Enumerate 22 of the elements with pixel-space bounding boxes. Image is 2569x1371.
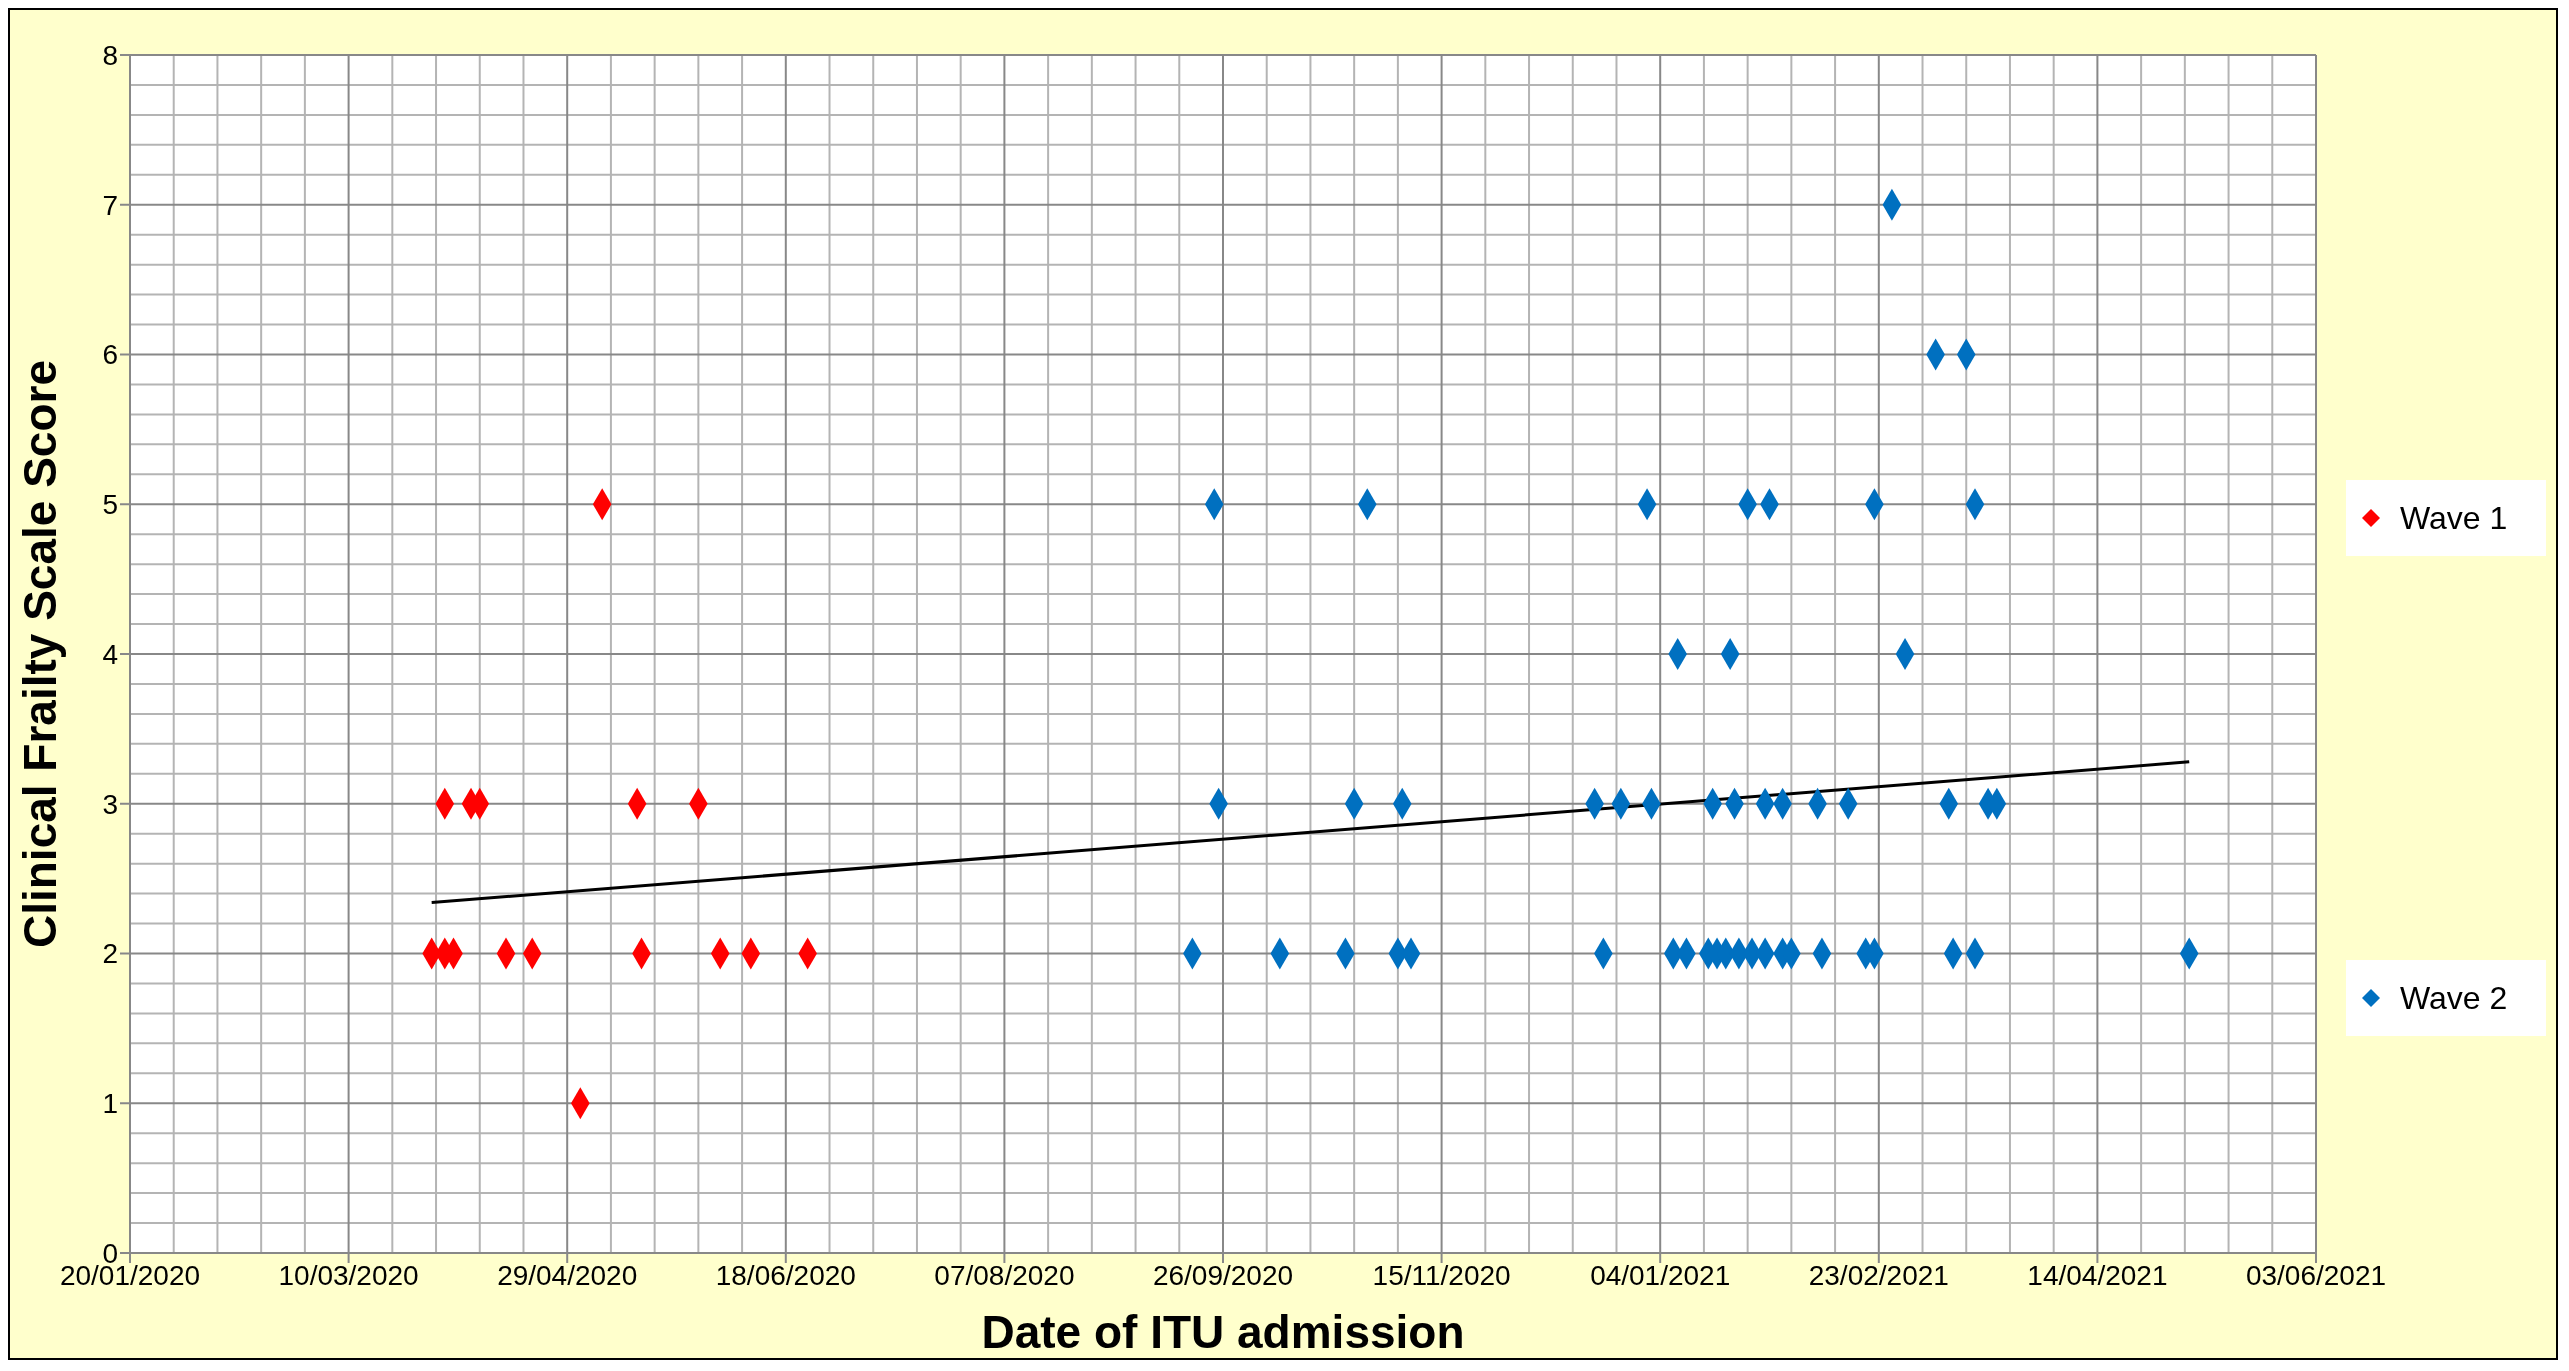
x-tick-label: 26/09/2020 <box>1152 1259 1294 1291</box>
x-tick-label: 14/04/2021 <box>2027 1259 2168 1291</box>
x-axis-title: Date of ITU admission <box>981 1306 1465 1358</box>
x-tick-label: 07/08/2020 <box>934 1259 1075 1291</box>
x-tick-label: 29/04/2020 <box>497 1259 638 1291</box>
y-tick-label: 2 <box>102 938 118 970</box>
legend-label: Wave 1 <box>2400 499 2508 537</box>
legend-label: Wave 2 <box>2400 979 2508 1017</box>
y-axis-title: Clinical Frailty Scale Score <box>14 359 67 949</box>
y-tick-label: 7 <box>102 189 118 221</box>
y-tick-label: 4 <box>102 638 118 670</box>
y-tick-label: 1 <box>102 1088 118 1120</box>
y-tick-label: 5 <box>102 489 118 521</box>
x-tick-label: 18/06/2020 <box>715 1259 856 1291</box>
x-tick-label: 10/03/2020 <box>278 1259 419 1291</box>
y-tick-label: 3 <box>102 788 118 820</box>
x-tick-label: 15/11/2020 <box>1372 1259 1511 1291</box>
x-tick-label: 03/06/2021 <box>2245 1259 2387 1291</box>
y-tick-label: 6 <box>102 339 118 371</box>
x-tick-label: 04/01/2021 <box>1590 1259 1731 1291</box>
x-tick-label: 23/02/2021 <box>1808 1259 1949 1291</box>
y-tick-label: 8 <box>102 39 118 71</box>
